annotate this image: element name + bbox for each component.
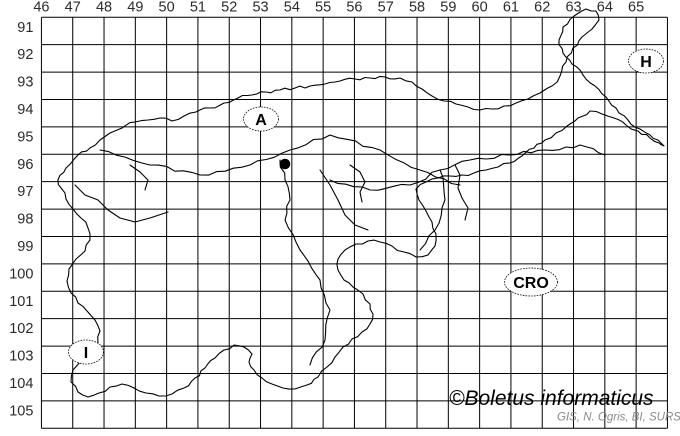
svg-text:105: 105: [9, 403, 33, 419]
svg-text:I: I: [84, 345, 88, 362]
svg-text:54: 54: [284, 0, 300, 15]
svg-text:©Boletus informaticus: ©Boletus informaticus: [449, 387, 654, 410]
svg-text:92: 92: [17, 47, 33, 63]
svg-text:93: 93: [17, 75, 33, 91]
svg-text:61: 61: [503, 0, 519, 15]
svg-text:60: 60: [472, 0, 488, 15]
svg-text:56: 56: [346, 0, 362, 15]
svg-text:GIS, N. Ogris, BI, SURS: GIS, N. Ogris, BI, SURS: [557, 412, 680, 424]
svg-text:53: 53: [252, 0, 268, 15]
svg-text:102: 102: [9, 321, 33, 337]
svg-text:59: 59: [440, 0, 456, 15]
svg-text:65: 65: [628, 0, 644, 15]
svg-text:95: 95: [17, 129, 33, 145]
svg-text:64: 64: [597, 0, 613, 15]
svg-text:CRO: CRO: [513, 275, 549, 292]
svg-text:63: 63: [565, 0, 581, 15]
svg-text:101: 101: [9, 294, 33, 310]
svg-text:91: 91: [17, 20, 33, 36]
svg-text:94: 94: [17, 102, 33, 118]
svg-text:A: A: [255, 112, 267, 129]
svg-text:62: 62: [534, 0, 550, 15]
svg-text:55: 55: [315, 0, 331, 15]
svg-text:H: H: [640, 54, 652, 71]
svg-text:97: 97: [17, 184, 33, 200]
svg-text:100: 100: [9, 266, 33, 282]
svg-text:48: 48: [96, 0, 112, 15]
svg-text:49: 49: [127, 0, 143, 15]
svg-text:96: 96: [17, 157, 33, 173]
svg-text:99: 99: [17, 239, 33, 255]
svg-text:98: 98: [17, 212, 33, 228]
svg-text:51: 51: [190, 0, 206, 15]
svg-text:50: 50: [159, 0, 175, 15]
svg-text:57: 57: [378, 0, 394, 15]
svg-text:47: 47: [65, 0, 81, 15]
svg-text:52: 52: [221, 0, 237, 15]
svg-text:58: 58: [409, 0, 425, 15]
svg-text:103: 103: [9, 349, 33, 365]
svg-text:104: 104: [9, 376, 33, 392]
svg-text:46: 46: [33, 0, 49, 15]
